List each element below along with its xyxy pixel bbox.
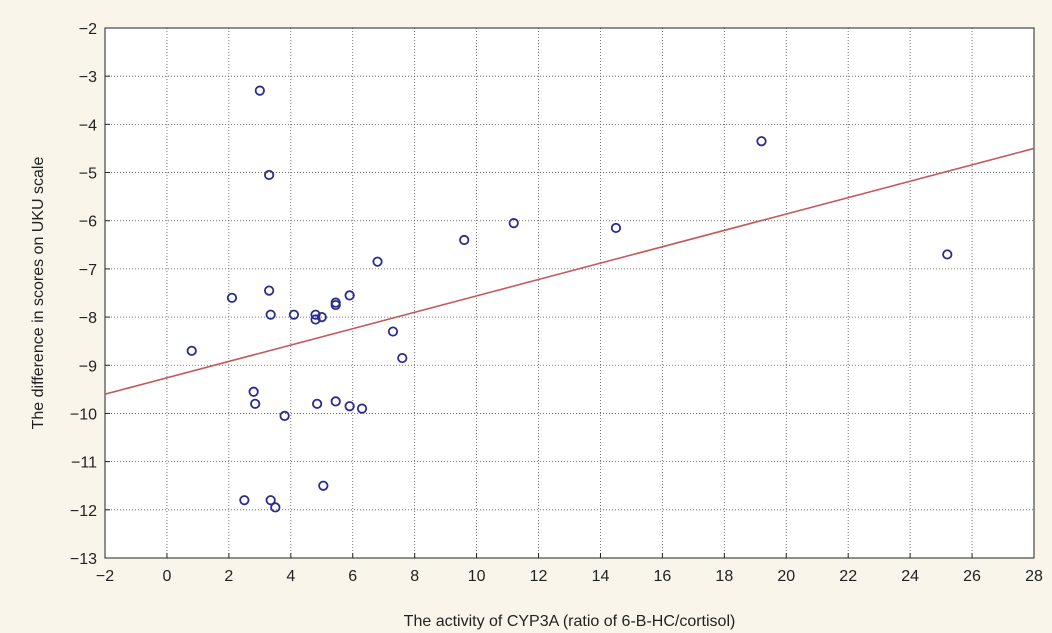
data-point — [344, 401, 355, 412]
regression-line — [104, 147, 1035, 395]
y-tick-label: −2 — [79, 21, 97, 38]
data-point — [387, 326, 399, 337]
x-tick-label: −2 — [96, 568, 114, 585]
data-point — [270, 502, 281, 513]
data-point — [279, 410, 290, 421]
x-tick-label: 20 — [777, 568, 795, 585]
data-point — [756, 136, 767, 147]
data-point — [610, 222, 622, 234]
data-point — [254, 85, 265, 96]
x-tick-label: 10 — [468, 568, 486, 585]
x-tick-label: 16 — [654, 568, 672, 585]
data-point — [397, 352, 408, 364]
data-point — [942, 249, 953, 260]
y-tick-label: −5 — [79, 166, 97, 183]
data-point — [372, 256, 383, 267]
y-tick-label: −10 — [70, 406, 97, 423]
data-point — [459, 234, 470, 246]
x-tick-label: 22 — [839, 568, 857, 585]
data-point — [344, 290, 355, 301]
data-point — [264, 169, 275, 181]
y-tick-label: −9 — [79, 358, 97, 375]
data-point — [250, 398, 261, 409]
plot-area — [105, 28, 1034, 558]
x-tick-label: 26 — [963, 568, 981, 585]
x-tick-label: 2 — [224, 568, 233, 585]
plot-frame — [104, 27, 1035, 559]
data-points — [186, 85, 953, 513]
data-point — [312, 398, 323, 409]
data-point — [248, 386, 259, 397]
x-tick-label: 4 — [286, 568, 295, 585]
data-point — [330, 396, 341, 407]
data-point — [318, 480, 329, 491]
x-tick-label: 6 — [348, 568, 357, 585]
data-point — [265, 309, 276, 320]
x-tick-label: 18 — [715, 568, 733, 585]
data-point — [310, 309, 321, 320]
data-point — [356, 403, 368, 414]
y-tick-label: −8 — [79, 310, 97, 327]
data-point — [265, 495, 276, 506]
data-point — [330, 299, 341, 311]
x-axis-title: The activity of CYP3A (ratio of 6-B-HC/c… — [404, 613, 736, 630]
data-point — [288, 309, 299, 320]
y-axis-ticks: −2 −3 −4 −5 −6 −7 −8 −9 −10 −11 −12 −13 — [70, 21, 110, 568]
x-axis-ticks: −2 0 2 4 6 8 10 12 14 16 18 20 22 24 26 28 — [96, 553, 1043, 585]
y-tick-label: −7 — [79, 262, 97, 279]
y-tick-label: −13 — [70, 551, 97, 568]
data-point — [226, 292, 238, 303]
data-point — [186, 345, 197, 356]
data-point — [264, 285, 275, 296]
data-point — [310, 314, 321, 325]
x-tick-label: 0 — [162, 568, 171, 585]
y-tick-label: −12 — [70, 503, 97, 520]
y-tick-label: −4 — [79, 117, 97, 134]
x-tick-label: 24 — [901, 568, 919, 585]
x-tick-label: 8 — [410, 568, 419, 585]
y-tick-label: −6 — [79, 214, 97, 231]
y-axis-title: The difference in scores on UKU scale — [30, 157, 47, 430]
y-tick-label: −3 — [79, 69, 97, 86]
data-point — [239, 495, 250, 506]
x-tick-label: 28 — [1025, 568, 1043, 585]
y-tick-label: −11 — [71, 455, 97, 472]
data-point — [316, 311, 327, 323]
x-tick-label: 14 — [592, 568, 610, 585]
x-tick-label: 12 — [530, 568, 548, 585]
data-point — [508, 218, 519, 229]
